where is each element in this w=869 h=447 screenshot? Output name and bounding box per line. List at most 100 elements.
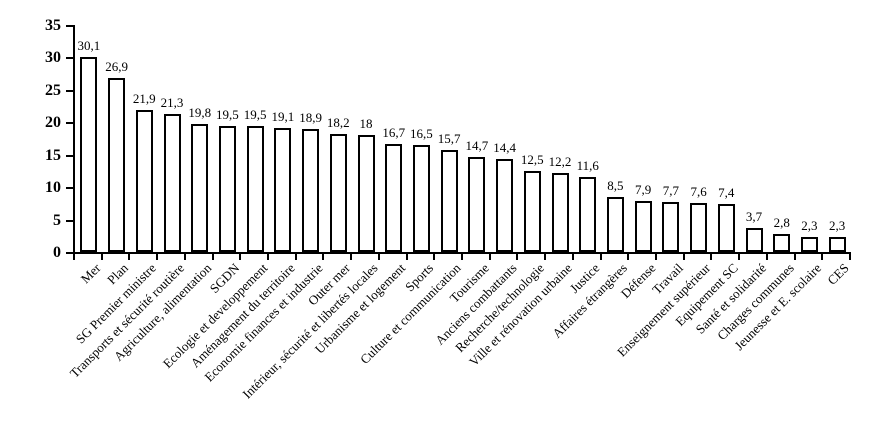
bar — [274, 128, 292, 252]
x-axis-tick — [738, 254, 741, 260]
bar — [246, 125, 264, 252]
bar-value-label: 16,7 — [382, 124, 406, 140]
bar — [634, 200, 652, 252]
bar — [468, 156, 486, 252]
y-axis-line — [73, 25, 75, 254]
x-axis-tick — [821, 254, 824, 260]
x-axis-tick — [571, 254, 574, 260]
y-axis-tick-label: 35 — [45, 17, 61, 34]
bar-value-label: 30,1 — [77, 37, 101, 53]
bar — [745, 228, 763, 252]
bar — [690, 202, 708, 252]
x-axis-line — [73, 252, 851, 254]
y-axis-tick-label: 20 — [45, 114, 61, 132]
bar-value-label: 14,7 — [465, 137, 489, 153]
y-axis-tick — [66, 122, 73, 125]
y-axis-tick — [66, 89, 73, 92]
x-axis-tick — [433, 254, 436, 260]
y-axis-tick — [66, 25, 73, 27]
y-axis-tick — [66, 57, 73, 60]
bar-value-label: 19,5 — [216, 106, 239, 122]
y-axis-tick — [66, 187, 73, 190]
bar-value-label: 3,7 — [745, 209, 763, 224]
x-axis-tick — [211, 254, 214, 260]
bar-value-label: 14,4 — [493, 139, 516, 155]
x-axis-tick — [267, 254, 269, 260]
bar — [440, 150, 458, 252]
y-axis-tick — [66, 154, 73, 157]
bar — [135, 109, 153, 252]
x-axis-tick — [183, 254, 186, 260]
category-label-text: CES — [824, 260, 853, 288]
bar-value-label: 7,4 — [718, 185, 735, 200]
bar — [191, 123, 209, 252]
y-axis-tick-label: 5 — [53, 211, 61, 229]
y-axis-tick — [66, 219, 73, 222]
bar-value-label: 12,5 — [520, 151, 544, 167]
bar — [80, 56, 98, 252]
x-axis-tick — [100, 254, 103, 260]
bar-value-label: 7,7 — [662, 183, 679, 199]
bar-value-label: 21,9 — [132, 90, 156, 106]
x-axis-tick — [73, 254, 75, 260]
y-axis-tick-label: 30 — [45, 49, 61, 67]
bar — [662, 202, 680, 252]
x-axis-tick — [599, 254, 602, 260]
x-axis-tick — [655, 254, 657, 260]
bar — [551, 172, 569, 252]
bar — [523, 170, 541, 252]
bar-value-label: 19,8 — [188, 104, 212, 120]
x-axis-tick — [128, 254, 131, 260]
x-axis-tick — [156, 254, 159, 260]
bar-value-label: 26,9 — [105, 58, 128, 74]
bar-value-label: 8,5 — [607, 177, 624, 193]
x-axis-tick — [461, 254, 463, 260]
bar — [218, 125, 236, 252]
x-axis-tick — [322, 254, 325, 260]
x-axis-tick — [350, 254, 353, 260]
bar — [329, 133, 347, 252]
y-axis-tick — [66, 252, 73, 254]
bar-value-label: 18,2 — [326, 114, 350, 130]
bar — [606, 196, 624, 252]
x-axis-tick — [294, 254, 297, 260]
x-axis-tick — [377, 254, 380, 260]
bar-value-label: 15,7 — [437, 131, 461, 147]
bar — [828, 237, 846, 252]
bar — [800, 237, 818, 252]
bar-value-label: 21,3 — [160, 94, 184, 110]
bar — [579, 176, 597, 252]
bar-value-label: 11,6 — [576, 157, 599, 173]
bar-value-label: 18 — [359, 116, 373, 132]
bar-value-label: 18,9 — [299, 110, 322, 126]
x-axis-tick — [544, 254, 547, 260]
x-axis-tick — [710, 254, 713, 260]
bar — [773, 233, 791, 252]
y-axis-tick-label: 15 — [45, 146, 61, 164]
bar-value-label: 12,2 — [548, 153, 572, 169]
category-label-text: Mer — [77, 260, 104, 287]
bar-value-label: 2,3 — [829, 218, 846, 234]
bar — [163, 113, 181, 252]
bar — [302, 129, 320, 252]
y-axis-tick-label: 25 — [45, 81, 61, 99]
bar-value-label: 7,9 — [635, 181, 652, 197]
x-axis-tick — [793, 254, 796, 260]
bar-value-label: 2,8 — [773, 214, 790, 230]
bar — [412, 144, 430, 252]
x-axis-tick — [765, 254, 768, 260]
x-axis-tick — [239, 254, 242, 260]
bar — [717, 204, 735, 252]
x-axis-tick — [488, 254, 491, 260]
x-axis-tick — [405, 254, 408, 260]
bar-value-label: 16,5 — [410, 125, 433, 141]
bar-value-label: 19,1 — [271, 109, 295, 125]
x-axis-tick — [516, 254, 519, 260]
bar — [385, 143, 403, 252]
x-axis-tick — [627, 254, 630, 260]
bar — [357, 135, 375, 252]
bar — [108, 77, 126, 252]
bar-value-label: 19,5 — [243, 106, 267, 122]
y-axis-tick-label: 0 — [53, 244, 61, 261]
